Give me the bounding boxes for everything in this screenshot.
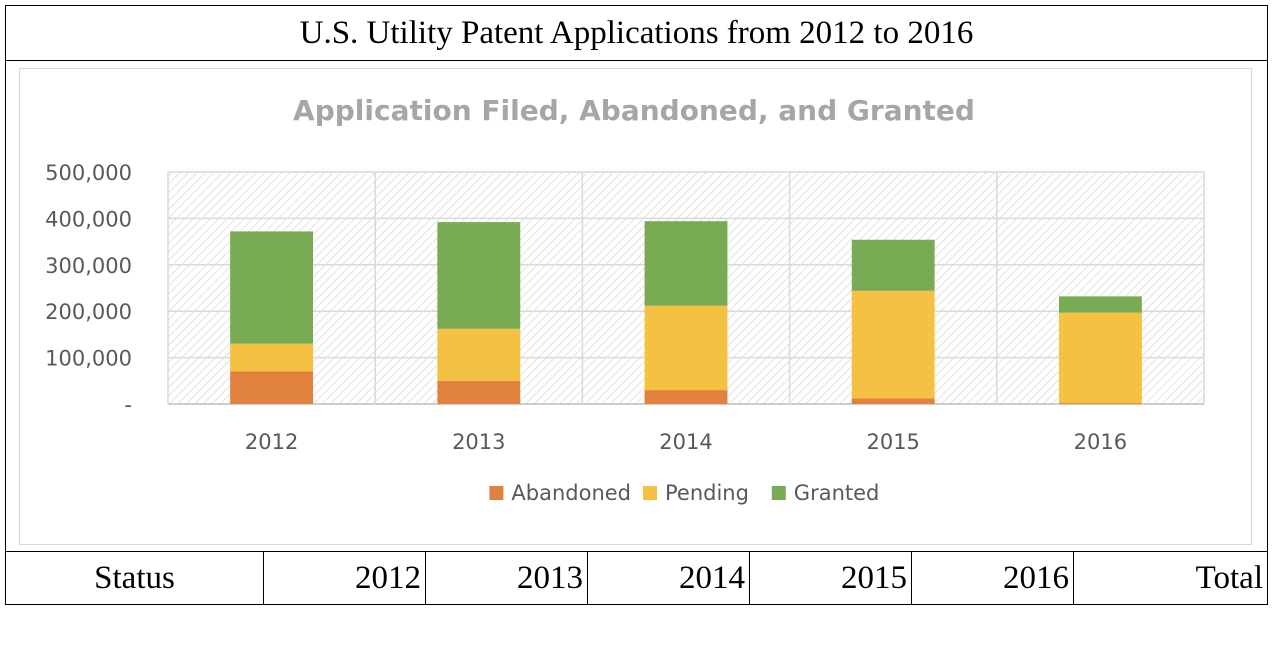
table-header-2016: 2016 <box>912 552 1074 604</box>
bar-abandoned-2013 <box>437 380 521 404</box>
legend-swatch-abandoned <box>489 486 504 500</box>
bar-pending-2016 <box>1058 312 1142 404</box>
x-tick-label: 2014 <box>659 430 712 454</box>
bar-pending-2014 <box>644 305 728 391</box>
bar-granted-2013 <box>437 222 521 329</box>
bar-pending-2012 <box>230 343 314 372</box>
y-tick-label: - <box>124 393 132 417</box>
table-header-2015: 2015 <box>750 552 912 604</box>
figure-frame: U.S. Utility Patent Applications from 20… <box>5 5 1268 605</box>
y-tick-label: 300,000 <box>45 254 132 278</box>
bar-granted-2014 <box>644 221 728 306</box>
bar-pending-2013 <box>437 328 521 381</box>
table-header-2014: 2014 <box>588 552 750 604</box>
bar-granted-2015 <box>851 239 935 291</box>
bar-abandoned-2016 <box>1058 403 1142 404</box>
x-tick-label: 2012 <box>245 430 298 454</box>
x-tick-label: 2015 <box>866 430 919 454</box>
figure-title: U.S. Utility Patent Applications from 20… <box>6 6 1267 61</box>
y-tick-label: 400,000 <box>45 207 132 231</box>
legend-label-abandoned: Abandoned <box>511 481 631 505</box>
table-header-2013: 2013 <box>426 552 588 604</box>
x-tick-label: 2013 <box>452 430 505 454</box>
bar-granted-2016 <box>1058 296 1142 313</box>
bar-granted-2012 <box>230 231 314 344</box>
y-tick-label: 100,000 <box>45 347 132 371</box>
chart-area: Application Filed, Abandoned, and Grante… <box>19 68 1252 545</box>
status-table-header-row: Status 2012 2013 2014 2015 2016 Total <box>6 551 1267 604</box>
chart-title: Application Filed, Abandoned, and Grante… <box>293 94 975 127</box>
stacked-bar-chart: Application Filed, Abandoned, and Grante… <box>45 94 1205 505</box>
bar-abandoned-2014 <box>644 390 728 404</box>
x-tick-label: 2016 <box>1074 430 1127 454</box>
y-tick-label: 500,000 <box>45 161 132 185</box>
table-header-status: Status <box>6 552 264 604</box>
bar-pending-2015 <box>851 290 935 399</box>
bar-abandoned-2015 <box>851 398 935 404</box>
table-header-total: Total <box>1195 559 1263 596</box>
bar-abandoned-2012 <box>230 371 314 404</box>
legend-label-granted: Granted <box>794 481 880 505</box>
y-tick-label: 200,000 <box>45 300 132 324</box>
legend-swatch-pending <box>643 486 657 500</box>
legend-label-pending: Pending <box>665 481 749 505</box>
table-header-2012: 2012 <box>264 552 426 604</box>
legend-swatch-granted <box>771 486 786 500</box>
